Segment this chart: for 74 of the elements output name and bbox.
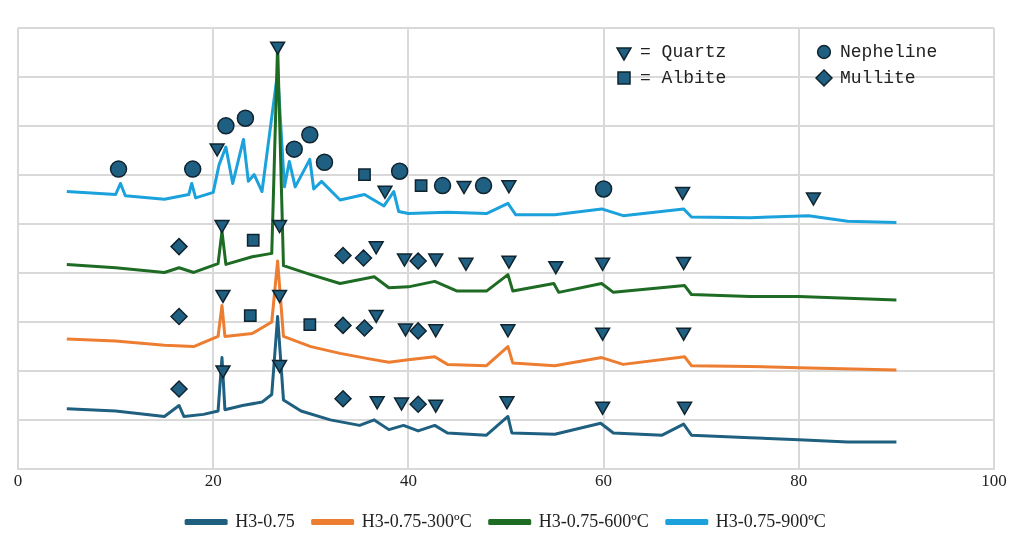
point [215,289,231,304]
x-tick-label: 0 [13,471,23,491]
x-tick-label: 40 [399,471,417,491]
point [456,180,472,195]
point [675,256,692,271]
x-tick-label: 20 [204,471,222,491]
point [334,389,352,408]
point [334,316,352,335]
point [271,289,288,304]
point [334,246,352,265]
point [428,253,444,267]
point [594,180,613,198]
point [675,327,692,341]
point [805,192,822,206]
legend-label: H3-0.75-600ºC [538,510,649,531]
point [548,260,564,275]
point [458,257,474,272]
point [243,309,257,323]
point [428,324,444,338]
point [500,324,516,338]
legend-label: H3-0.75 [235,510,295,531]
point [215,365,231,379]
point [409,395,427,413]
point [269,41,286,55]
point [474,176,493,195]
point [170,380,188,398]
point [499,396,515,410]
point [214,219,230,234]
point [501,180,517,194]
point [409,322,427,340]
point [396,253,413,267]
point [377,185,393,200]
point [209,143,225,157]
point [301,126,319,144]
point [428,399,444,413]
x-tick-label: 100 [981,471,1007,491]
point [271,219,288,234]
point [170,237,188,256]
point [409,252,427,270]
point [303,318,317,331]
point [285,140,303,158]
point [217,117,235,135]
legend-label: Nepheline [840,41,938,62]
point [594,257,611,272]
legend-label: H3-0.75-300ºC [361,510,472,531]
point [183,160,202,178]
legend-label: = Albite [640,67,727,88]
point [674,186,691,201]
point [246,233,260,247]
point [433,176,452,195]
x-tick-label: 80 [790,471,808,491]
point [354,249,373,267]
point [368,309,384,324]
point [390,162,409,180]
point [315,153,334,172]
legend-label: = Quartz [640,41,727,62]
point [236,109,255,127]
point [170,307,188,326]
point [414,179,428,193]
point [368,241,384,255]
point [109,160,128,178]
point [501,255,517,269]
point [358,168,371,181]
point [369,396,385,410]
point [397,323,414,337]
legend-label: Mullite [840,67,916,88]
legend-label: H3-0.75-900ºC [715,510,826,531]
point [676,401,693,416]
point [271,359,288,374]
point [393,397,410,411]
x-tick-label: 60 [595,471,613,491]
point [355,319,374,337]
point [594,401,611,416]
point [594,327,611,341]
